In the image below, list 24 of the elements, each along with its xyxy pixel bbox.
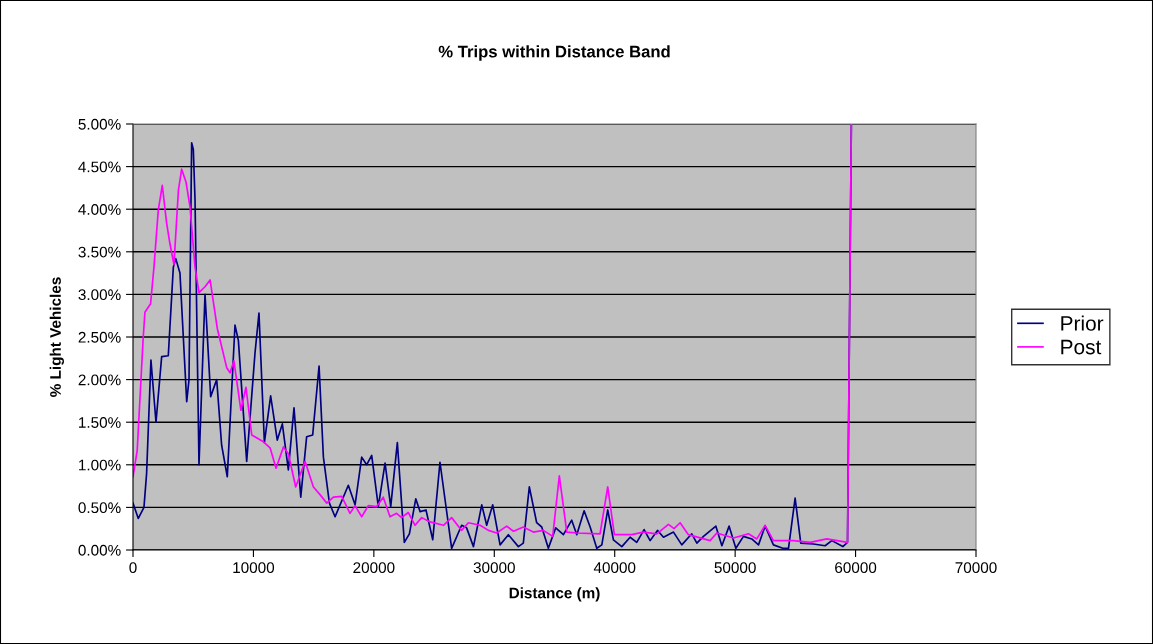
legend-label: Prior — [1061, 315, 1104, 331]
legend-label: Post — [1061, 339, 1102, 355]
x-tick-label: 20000 — [353, 562, 395, 574]
y-tick-label: 3.50% — [78, 246, 121, 258]
y-tick-label: 0.50% — [78, 502, 121, 514]
x-tick-label: 30000 — [473, 562, 515, 574]
x-tick-label: 0 — [129, 562, 137, 574]
y-axis-title: % Light Vehicles — [49, 277, 64, 397]
y-tick-label: 0.00% — [78, 544, 121, 556]
y-tick-label: 4.00% — [78, 204, 121, 215]
x-tick-label: 60000 — [835, 562, 877, 574]
y-tick-label: 1.00% — [79, 459, 121, 471]
y-tick-label: 2.50% — [78, 331, 121, 343]
x-axis-title: Distance (m) — [509, 587, 600, 602]
chart-title: % Trips within Distance Band — [438, 45, 670, 61]
y-tick-label: 4.50% — [78, 161, 121, 173]
x-tick-label: 10000 — [233, 562, 275, 574]
y-tick-label: 5.00% — [78, 118, 121, 130]
y-tick-label: 2.00% — [78, 374, 121, 386]
y-tick-label: 3.00% — [78, 289, 121, 301]
y-tick-label: 1.50% — [79, 417, 121, 428]
x-tick-label: 70000 — [955, 562, 997, 574]
x-tick-label: 40000 — [593, 562, 636, 574]
x-tick-label: 50000 — [714, 562, 756, 574]
